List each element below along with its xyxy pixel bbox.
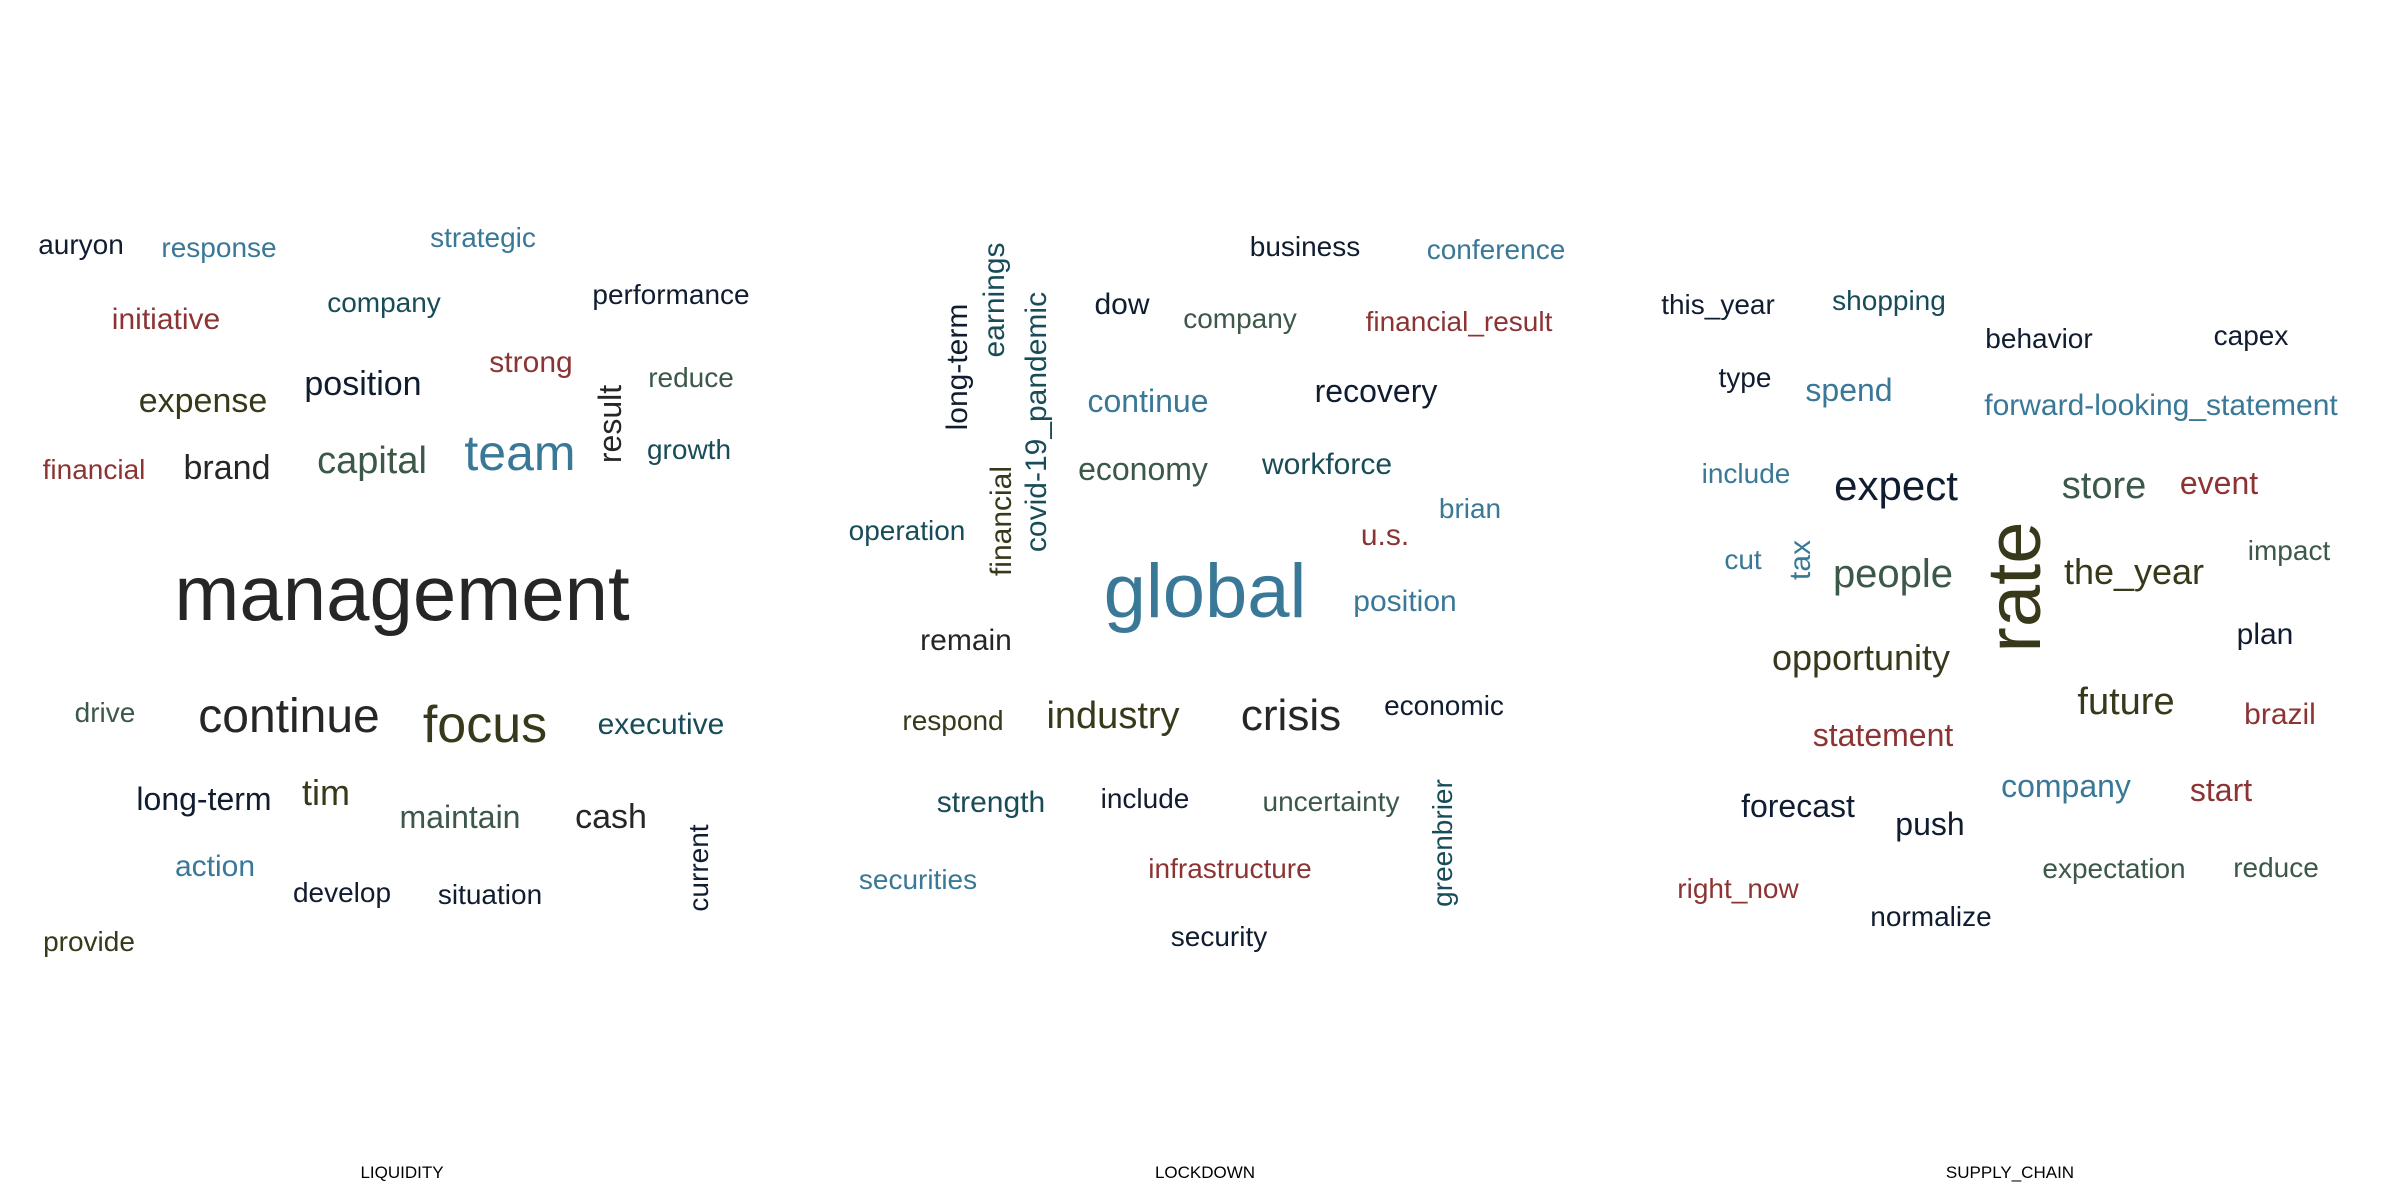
word-cloud-term: forecast bbox=[1741, 788, 1855, 824]
word-cloud-term: covid-19_pandemic bbox=[1020, 291, 1053, 553]
word-cloud-term: auryon bbox=[38, 229, 124, 260]
word-cloud-term: continue bbox=[1087, 383, 1209, 419]
word-cloud-term: security bbox=[1170, 921, 1268, 952]
word-cloud-term: people bbox=[1832, 552, 1954, 596]
panel-title: LIQUIDITY bbox=[360, 1163, 444, 1182]
word-cloud-term: statement bbox=[1812, 717, 1954, 753]
word-cloud-term: position bbox=[1353, 585, 1457, 618]
word-cloud-term: business bbox=[1249, 231, 1361, 262]
word-cloud-term: initiative bbox=[111, 303, 221, 336]
word-cloud-term: rate bbox=[1972, 521, 2057, 653]
word-cloud-term: crisis bbox=[1240, 691, 1342, 740]
word-cloud-term: situation bbox=[437, 879, 543, 910]
word-cloud-term: operation bbox=[848, 515, 966, 546]
word-cloud-term: include bbox=[1701, 458, 1791, 489]
word-cloud-term: executive bbox=[597, 708, 725, 741]
word-cloud-term: team bbox=[464, 425, 576, 481]
word-cloud-term: right_now bbox=[1677, 873, 1799, 904]
word-cloud-term: develop bbox=[292, 877, 392, 908]
word-cloud-term: include bbox=[1100, 783, 1190, 814]
word-cloud-term: long-term bbox=[136, 781, 272, 817]
word-cloud-term: push bbox=[1895, 806, 1965, 842]
word-cloud-term: the_year bbox=[2063, 551, 2205, 592]
word-cloud-term: financial_result bbox=[1365, 306, 1553, 337]
word-cloud-term: conference bbox=[1426, 234, 1566, 265]
word-cloud-term: capex bbox=[2213, 320, 2289, 351]
word-cloud-term: reduce bbox=[2233, 852, 2319, 883]
word-cloud-term: u.s. bbox=[1360, 519, 1410, 552]
word-cloud-panel-supply-chain: rate expect people store the_year opport… bbox=[1600, 0, 2400, 1200]
word-cloud-term: capital bbox=[317, 440, 427, 482]
word-cloud-term: behavior bbox=[1985, 323, 2093, 354]
word-cloud-term: workforce bbox=[1261, 448, 1393, 481]
word-cloud-term: earnings bbox=[978, 242, 1011, 358]
word-cloud-term: growth bbox=[646, 434, 732, 465]
word-cloud-term: recovery bbox=[1314, 373, 1438, 409]
word-cloud-term: plan bbox=[2236, 618, 2294, 651]
word-cloud-term: company bbox=[2001, 768, 2131, 804]
panel-title: LOCKDOWN bbox=[1154, 1163, 1256, 1182]
word-cloud-term: store bbox=[2061, 465, 2147, 507]
word-cloud-term: cash bbox=[575, 798, 647, 836]
word-cloud-term: dow bbox=[1094, 288, 1150, 321]
word-cloud-term: this_year bbox=[1661, 289, 1775, 320]
word-cloud-term: provide bbox=[43, 926, 135, 957]
word-cloud-term: expectation bbox=[2042, 853, 2186, 884]
word-cloud-term: event bbox=[2179, 465, 2259, 501]
word-cloud-term: result bbox=[592, 384, 628, 464]
word-cloud-term: brazil bbox=[2244, 698, 2316, 731]
word-cloud-term: strength bbox=[936, 786, 1046, 819]
word-cloud-term: financial bbox=[42, 454, 146, 485]
word-cloud-term: securities bbox=[858, 864, 978, 895]
word-cloud-term: response bbox=[161, 232, 277, 263]
word-cloud-term: respond bbox=[902, 705, 1004, 736]
word-cloud-term: global bbox=[1103, 549, 1307, 634]
word-cloud-panel-lockdown: global crisis industry long-term earning… bbox=[800, 0, 1600, 1200]
word-cloud-term: focus bbox=[422, 696, 548, 754]
word-cloud-term: tim bbox=[302, 772, 350, 813]
word-cloud-term: normalize bbox=[1870, 901, 1992, 932]
word-cloud-term: long-term bbox=[941, 303, 974, 431]
word-cloud-term: company bbox=[327, 287, 441, 318]
word-cloud-term: drive bbox=[74, 697, 136, 728]
word-cloud-term: cut bbox=[1724, 544, 1762, 575]
word-cloud-term: shopping bbox=[1832, 285, 1946, 316]
word-cloud-term: economic bbox=[1384, 690, 1504, 721]
word-cloud-term: remain bbox=[920, 624, 1012, 657]
word-cloud-panel-liquidity: management team focus continue capital e… bbox=[0, 0, 800, 1200]
word-cloud-term: management bbox=[174, 549, 630, 637]
word-cloud-term: tax bbox=[1784, 539, 1817, 581]
word-cloud-term: current bbox=[683, 824, 714, 912]
word-cloud-term: brand bbox=[183, 449, 271, 487]
word-cloud-term: strategic bbox=[430, 222, 536, 253]
word-cloud-term: maintain bbox=[399, 799, 521, 835]
word-cloud-term: reduce bbox=[648, 362, 734, 393]
word-cloud-term: industry bbox=[1046, 695, 1180, 737]
word-cloud-term: performance bbox=[592, 279, 750, 310]
word-cloud-term: opportunity bbox=[1771, 637, 1951, 678]
word-cloud-term: continue bbox=[198, 690, 380, 743]
word-cloud-term: action bbox=[174, 850, 256, 883]
word-cloud-term: forward-looking_statement bbox=[1984, 389, 2338, 422]
word-cloud-term: spend bbox=[1805, 372, 1893, 408]
word-cloud-term: position bbox=[304, 365, 422, 403]
word-cloud-term: expect bbox=[1834, 462, 1958, 509]
word-cloud-term: company bbox=[1183, 303, 1297, 334]
word-cloud-term: economy bbox=[1078, 451, 1208, 487]
word-cloud-term: infrastructure bbox=[1148, 853, 1312, 884]
word-cloud-term: greenbrier bbox=[1427, 779, 1458, 907]
word-cloud-term: type bbox=[1718, 362, 1772, 393]
word-cloud-term: expense bbox=[138, 382, 268, 420]
word-cloud-term: strong bbox=[489, 346, 573, 379]
word-cloud-term: financial bbox=[985, 465, 1018, 577]
panel-title: SUPPLY_CHAIN bbox=[1945, 1163, 2075, 1182]
word-cloud-term: brian bbox=[1438, 493, 1502, 524]
word-cloud-term: start bbox=[2189, 772, 2253, 808]
word-cloud-term: uncertainty bbox=[1262, 786, 1400, 817]
word-cloud-term: future bbox=[2077, 681, 2175, 723]
word-cloud-term: impact bbox=[2247, 535, 2331, 566]
